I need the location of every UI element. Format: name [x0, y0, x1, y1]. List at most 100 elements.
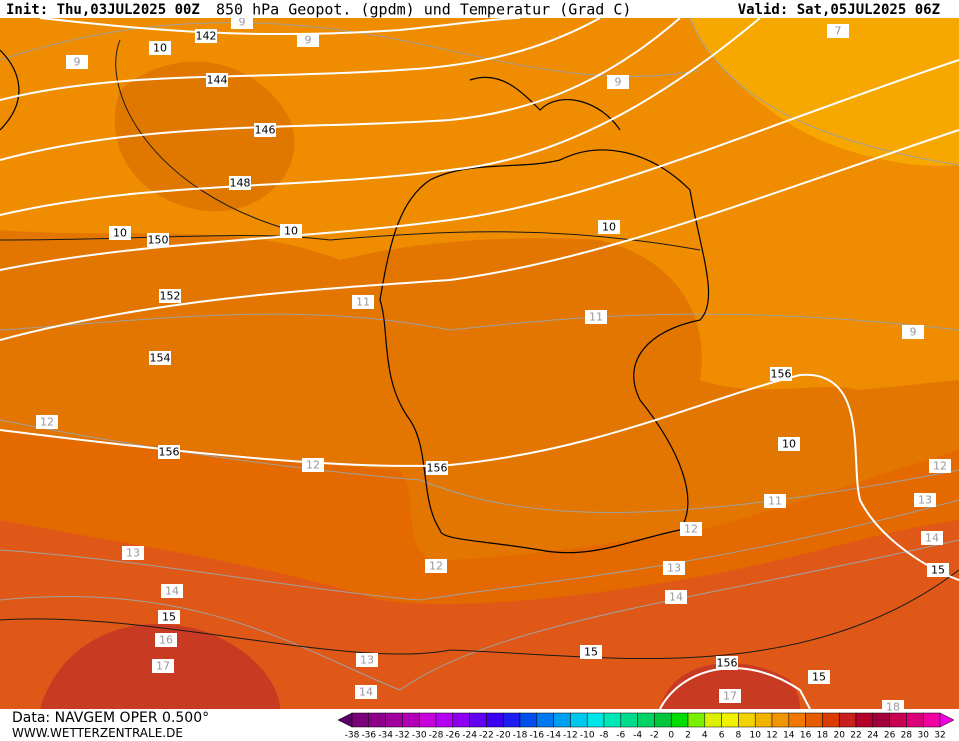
valid-time: Valid: Sat,05JUL2025 06Z [738, 2, 940, 18]
colorbar-label: 2 [685, 731, 691, 741]
isotherm-label-text: 14 [925, 532, 939, 545]
isotherm-label: 10 [598, 220, 620, 234]
colorbar-label: -32 [395, 731, 410, 741]
colorbar-box [721, 712, 739, 728]
label-box [158, 610, 180, 624]
label-box [764, 494, 786, 508]
colorbar-box [822, 712, 840, 728]
colorbar-label: 6 [719, 731, 725, 741]
label-box [665, 590, 687, 604]
colorbar-label: 16 [800, 731, 812, 741]
geopotential-label: 148 [229, 176, 251, 190]
colorbar-box [603, 712, 622, 728]
isotherm-label-text: 11 [589, 311, 603, 324]
colorbar-label: 12 [766, 731, 777, 741]
isotherm-label-text: 15 [162, 611, 176, 624]
label-box [580, 645, 602, 659]
isotherm-label-text: 10 [602, 221, 616, 234]
isotherm-label-text: 13 [918, 494, 932, 507]
isotherm-label-text: 12 [933, 460, 947, 473]
colorbar-label: 8 [736, 731, 742, 741]
isotherm-label: 14 [921, 531, 943, 545]
geopotential-label: 142 [195, 29, 217, 43]
label-box [927, 563, 949, 577]
isotherm-label-text: 14 [359, 686, 373, 699]
isotherm-label: 13 [914, 493, 936, 507]
isotherm-label-text: 9 [239, 16, 246, 29]
header-bar [0, 0, 959, 18]
colorbar-box [922, 712, 941, 728]
isotherm-label-text: 11 [356, 296, 370, 309]
colorbar-box [486, 712, 504, 728]
label-box [680, 522, 702, 536]
label-box [302, 458, 324, 472]
temp-fill-cool [690, 18, 959, 166]
isotherm-label-text: 17 [723, 690, 737, 703]
isotherm-label: 14 [355, 685, 377, 699]
label-box [356, 653, 378, 667]
label-box [109, 226, 131, 240]
geopotential-label-text: 150 [148, 234, 169, 247]
geopotential-label: 156 [426, 461, 448, 475]
isotherms-major [0, 39, 959, 660]
label-box [161, 584, 183, 598]
colorbar-label: 4 [702, 731, 708, 741]
isotherm-label: 15 [808, 670, 830, 684]
colorbar-box [435, 712, 454, 728]
geopotential-isohypses [0, 17, 959, 710]
colorbar-label: 24 [867, 731, 879, 741]
isotherm-label-text: 10 [113, 227, 127, 240]
colorbar-label: 18 [817, 731, 829, 741]
isotherm-label: 12 [36, 415, 58, 429]
colorbar-box [788, 712, 806, 728]
geopotential-label: 144 [206, 73, 228, 87]
isotherm-label-text: 10 [782, 438, 796, 451]
label-box [914, 493, 936, 507]
colorbar-box [452, 712, 470, 728]
colorbar-box [637, 712, 655, 728]
label-box [663, 561, 685, 575]
colorbar-box [469, 712, 487, 728]
colorbar-label: -30 [412, 731, 427, 741]
isotherm-label: 11 [764, 494, 786, 508]
colorbar-box [620, 712, 638, 728]
colorbar-label: 30 [917, 731, 929, 741]
isotherm-label-text: 14 [165, 585, 179, 598]
isotherm-label: 15 [927, 563, 949, 577]
geopotential-label: 156 [158, 445, 180, 459]
label-box [716, 656, 738, 670]
colorbar-label: -14 [546, 731, 561, 741]
map-title: 850 hPa Geopot. (gpdm) und Temperatur (G… [216, 1, 631, 19]
isotherm-label-text: 9 [910, 326, 917, 339]
colorbar-label: -22 [479, 731, 494, 741]
geopotential-label: 154 [149, 351, 171, 365]
isotherm-label: 10 [109, 226, 131, 240]
colorbar-box [654, 712, 672, 728]
isotherm-label: 11 [352, 295, 374, 309]
geopotential-label-text: 146 [255, 124, 276, 137]
colorbar-box [553, 712, 571, 728]
label-box [770, 367, 792, 381]
isotherm-label: 17 [719, 689, 741, 703]
colorbar-label: -26 [445, 731, 460, 741]
geopotential-label: 152 [159, 289, 181, 303]
label-box [827, 24, 849, 38]
label-box [149, 41, 171, 55]
geopotential-label: 150 [147, 233, 169, 247]
isotherm-label: 10 [778, 437, 800, 451]
isotherm-label: 12 [302, 458, 324, 472]
label-box [882, 700, 904, 714]
colorbar-label: -36 [361, 731, 376, 741]
geopotential-label-text: 156 [717, 657, 738, 670]
colorbar-box [704, 712, 722, 728]
label-box [206, 73, 228, 87]
geopotential-label: 156 [770, 367, 792, 381]
label-box [902, 325, 924, 339]
colorbar-label: -10 [580, 731, 595, 741]
colorbar-label: -2 [650, 731, 659, 741]
isotherm-label-text: 9 [305, 34, 312, 47]
colorbar-box [502, 712, 521, 728]
isotherm-label: 17 [152, 659, 174, 673]
colorbar-box [670, 712, 689, 728]
